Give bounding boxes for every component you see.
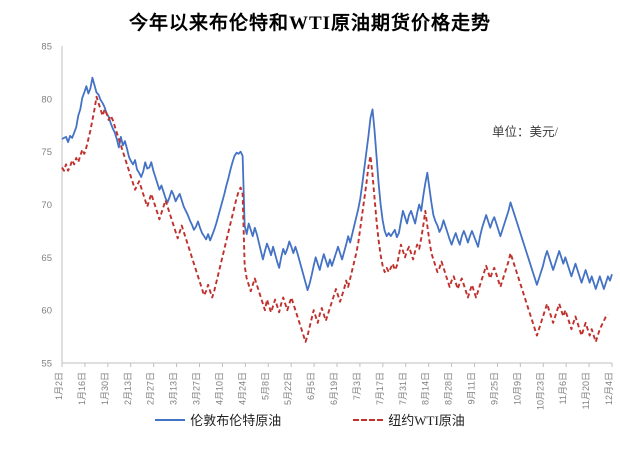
unit-annotation: 单位：美元/ xyxy=(492,125,558,139)
x-axis-tick-label: 10月9日 xyxy=(512,372,522,405)
x-axis-tick-label: 4月24日 xyxy=(237,372,247,405)
x-axis-tick-label: 1月30日 xyxy=(100,372,110,405)
legend-entry-brent[interactable]: 伦敦布伦特原油 xyxy=(155,410,281,429)
x-axis-tick-label: 9月25日 xyxy=(489,372,499,405)
legend-label-wti: 纽约WTI原油 xyxy=(388,413,465,428)
series-lines xyxy=(61,76,613,343)
x-axis-tick-label: 5月8日 xyxy=(260,372,270,400)
series-line xyxy=(61,95,609,343)
x-axis-tick-label: 9月11日 xyxy=(467,372,477,404)
x-axis-tick-label: 7月17日 xyxy=(375,372,385,405)
x-axis-tick-label: 3月27日 xyxy=(192,372,202,405)
x-axis: 1月2日 1月16日 1月30日 2月13日 2月27日 3月13日 3月27日 4月10日 4… xyxy=(54,362,614,410)
x-axis-tick-label: 1月2日 xyxy=(54,372,64,400)
x-axis-tick-label: 2月27日 xyxy=(146,372,156,405)
x-axis-tick-label: 11月20日 xyxy=(581,372,591,409)
y-axis-tick-label: 55 xyxy=(41,359,52,370)
legend-label-brent: 伦敦布伦特原油 xyxy=(190,413,282,428)
y-axis-tick-label: 75 xyxy=(41,147,52,158)
x-axis-tick-label: 10月23日 xyxy=(535,372,545,410)
x-axis-tick-label: 2月13日 xyxy=(123,372,133,405)
series-line xyxy=(61,76,613,291)
y-axis-tick-label: 85 xyxy=(41,42,52,53)
x-axis-tick-label: 3月13日 xyxy=(169,372,179,405)
y-axis: 85 80 75 70 65 60 55 xyxy=(41,42,63,370)
legend-swatch-brent-line xyxy=(155,418,186,421)
x-axis-tick-label: 4月10日 xyxy=(214,372,224,405)
legend-swatch-wti-line xyxy=(353,418,384,421)
x-axis-tick-label: 11月6日 xyxy=(558,372,568,404)
x-axis-tick-label: 7月3日 xyxy=(352,372,362,400)
x-axis-tick-label: 6月19日 xyxy=(329,372,339,405)
chart-legend: 伦敦布伦特原油 纽约WTI原油 xyxy=(0,410,620,429)
x-axis-tick-label: 6月5日 xyxy=(306,372,316,400)
x-axis-tick-label: 1月16日 xyxy=(77,372,87,405)
legend-entry-wti[interactable]: 纽约WTI原油 xyxy=(353,410,465,429)
x-axis-tick-label: 5月22日 xyxy=(283,372,293,405)
x-axis-tick-label: 12月4日 xyxy=(604,372,614,405)
chart-title: 今年以来布伦特和WTI原油期货价格走势 xyxy=(128,13,492,34)
x-axis-tick-label: 7月31日 xyxy=(398,372,408,405)
x-axis-tick-label: 8月28日 xyxy=(444,372,454,405)
y-axis-tick-label: 65 xyxy=(41,253,52,264)
x-axis-tick-label: 8月14日 xyxy=(421,372,431,405)
y-axis-tick-label: 80 xyxy=(41,94,52,105)
y-axis-tick-label: 60 xyxy=(41,306,52,317)
y-axis-tick-label: 70 xyxy=(41,200,52,211)
